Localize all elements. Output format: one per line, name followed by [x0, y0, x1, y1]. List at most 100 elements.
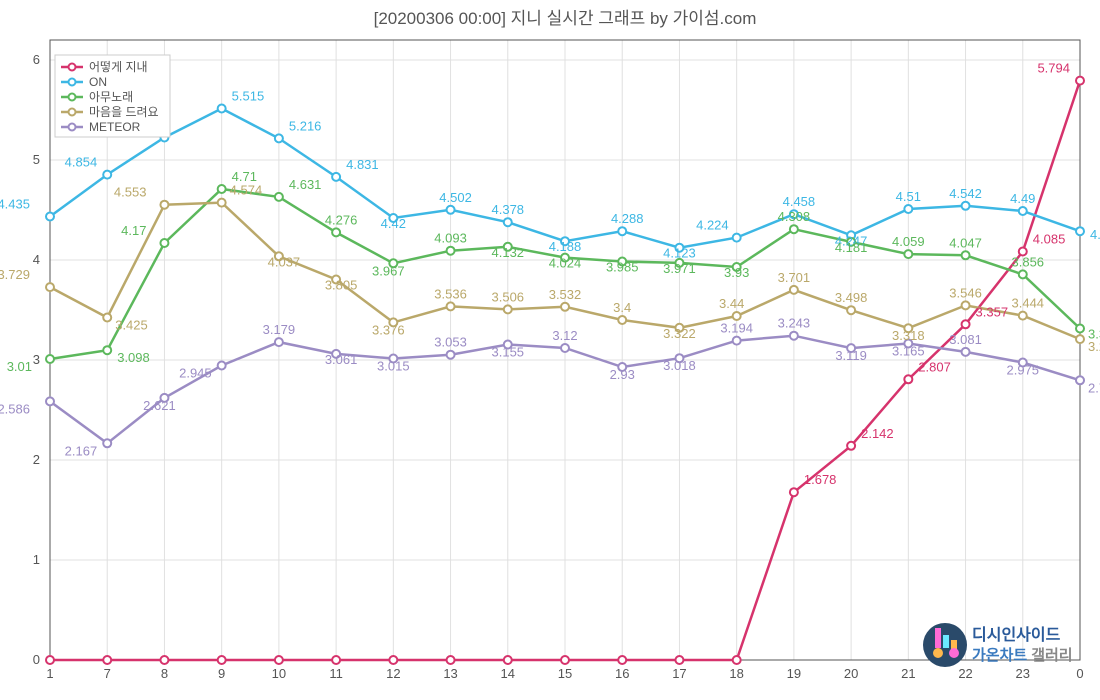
series-marker — [160, 656, 168, 664]
data-label: 2.167 — [65, 443, 98, 458]
watermark-line1: 디시인사이드 — [972, 626, 1061, 644]
legend-marker — [69, 109, 76, 116]
series-marker — [389, 656, 397, 664]
data-label: 3.015 — [377, 359, 410, 374]
data-label: 4.188 — [549, 239, 582, 254]
series-marker — [160, 239, 168, 247]
chart-title: [20200306 00:00] 지니 실시간 그래프 by 가이섬.com — [374, 9, 757, 28]
data-label: 4.085 — [1033, 232, 1066, 247]
data-label: 4.631 — [289, 177, 322, 192]
data-label: 4.288 — [611, 211, 644, 226]
legend-marker — [69, 94, 76, 101]
series-marker — [504, 218, 512, 226]
series-marker — [1076, 77, 1084, 85]
data-label: 3.018 — [663, 358, 696, 373]
series-marker — [447, 302, 455, 310]
data-label: 2.621 — [143, 398, 176, 413]
series-marker — [1076, 376, 1084, 384]
x-tick-label: 19 — [787, 666, 801, 681]
series-marker — [447, 247, 455, 255]
series-marker — [447, 206, 455, 214]
x-tick-label: 16 — [615, 666, 629, 681]
series-marker — [618, 656, 626, 664]
data-label: 4.51 — [896, 189, 921, 204]
series-marker — [1076, 335, 1084, 343]
data-label: 4.378 — [492, 202, 525, 217]
series-marker — [1019, 270, 1027, 278]
data-label: 3.44 — [719, 296, 744, 311]
series-marker — [847, 442, 855, 450]
line-chart: 0123456178910111213141516171819202122230… — [0, 0, 1100, 700]
data-label: 4.276 — [325, 212, 358, 227]
data-label: 3.856 — [1012, 254, 1045, 269]
data-label: 4.542 — [949, 186, 982, 201]
legend-label: 마음을 드려요 — [89, 105, 159, 119]
data-label: 4.224 — [696, 218, 729, 233]
data-label: 2.142 — [861, 426, 894, 441]
data-label: 3.532 — [549, 287, 582, 302]
x-tick-label: 1 — [46, 666, 53, 681]
data-label: 1.678 — [804, 472, 837, 487]
data-label: 4.553 — [114, 185, 147, 200]
data-label: 3.357 — [976, 304, 1009, 319]
data-label: 4.132 — [492, 245, 525, 260]
data-label: 3.546 — [949, 285, 982, 300]
y-tick-label: 6 — [33, 52, 40, 67]
series-marker — [447, 351, 455, 359]
x-tick-label: 13 — [443, 666, 457, 681]
series-marker — [561, 344, 569, 352]
data-label: 3.967 — [372, 263, 405, 278]
data-label: 4.093 — [434, 231, 467, 246]
legend-marker — [69, 79, 76, 86]
series-marker — [332, 228, 340, 236]
legend-marker — [69, 64, 76, 71]
x-tick-label: 22 — [958, 666, 972, 681]
data-label: 3.701 — [778, 270, 811, 285]
series-marker — [733, 234, 741, 242]
data-label: 4.458 — [783, 194, 816, 209]
x-tick-label: 7 — [104, 666, 111, 681]
data-label: 3.053 — [434, 335, 467, 350]
series-marker — [962, 320, 970, 328]
x-tick-label: 15 — [558, 666, 572, 681]
series-marker — [218, 105, 226, 113]
watermark-line2: 가온차트갤러리 — [972, 646, 1073, 664]
series-marker — [561, 303, 569, 311]
data-label: 4.42 — [381, 216, 406, 231]
series-marker — [675, 656, 683, 664]
series-marker — [618, 316, 626, 324]
series-marker — [447, 656, 455, 664]
data-label: 4.49 — [1010, 191, 1035, 206]
data-label: 4.024 — [549, 256, 582, 271]
data-label: 3.165 — [892, 344, 925, 359]
series-marker — [561, 656, 569, 664]
x-tick-label: 20 — [844, 666, 858, 681]
data-label: 5.515 — [232, 89, 265, 104]
series-marker — [46, 656, 54, 664]
data-label: 3.536 — [434, 286, 467, 301]
series-marker — [1019, 312, 1027, 320]
series-marker — [504, 305, 512, 313]
data-label: 3.4 — [613, 300, 631, 315]
series-marker — [103, 439, 111, 447]
data-label: 3.376 — [372, 322, 405, 337]
x-tick-label: 0 — [1076, 666, 1083, 681]
data-label: 3.805 — [325, 278, 358, 293]
y-tick-label: 1 — [33, 552, 40, 567]
series-marker — [1076, 325, 1084, 333]
data-label: 3.155 — [492, 345, 525, 360]
x-tick-label: 11 — [329, 666, 343, 681]
data-label: 5.794 — [1037, 61, 1070, 76]
series-marker — [962, 202, 970, 210]
legend-marker — [69, 124, 76, 131]
y-tick-label: 4 — [33, 252, 40, 267]
series-marker — [275, 193, 283, 201]
data-label: 4.059 — [892, 234, 925, 249]
series-marker — [218, 185, 226, 193]
data-label: 3.179 — [263, 322, 296, 337]
data-label: 5.216 — [289, 118, 322, 133]
series-marker — [1019, 207, 1027, 215]
data-label: 4.288 — [1090, 227, 1100, 242]
data-label: 3.061 — [325, 352, 358, 367]
data-label: 3.098 — [117, 350, 150, 365]
